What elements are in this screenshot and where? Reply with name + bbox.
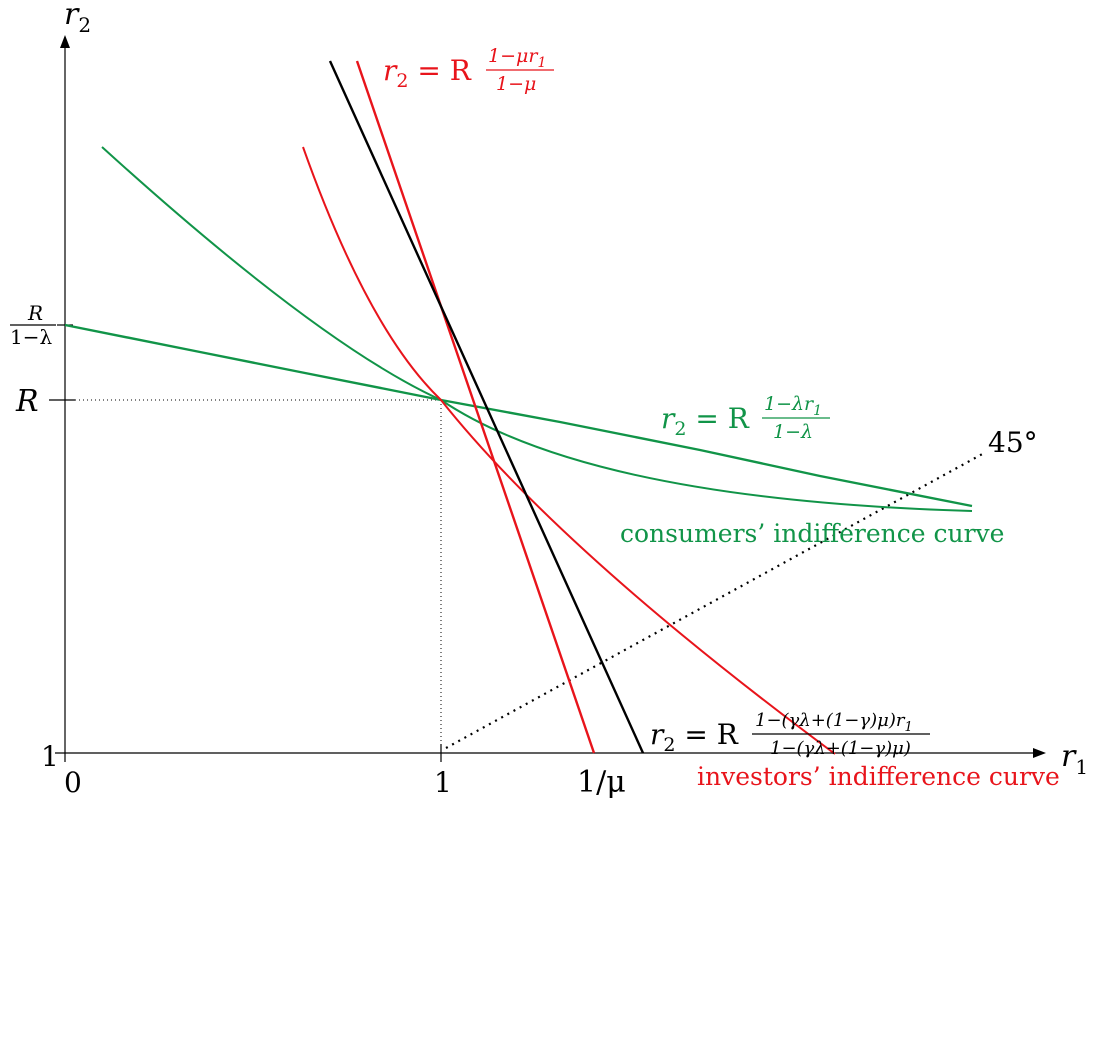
y-tick-label-R: R bbox=[15, 384, 39, 419]
green-line-equation: r2 = R 1−λr1 1−λ bbox=[661, 393, 830, 443]
feasibility-line bbox=[328, 60, 645, 754]
svg-text:1−μr1: 1−μr1 bbox=[488, 45, 546, 71]
y-tick-label-one: 1 bbox=[41, 740, 59, 773]
y-tick-label-R-over-one-minus-lambda: R 1−λ bbox=[10, 301, 56, 349]
y-axis-arrowhead bbox=[60, 35, 70, 48]
investors-indifference-curve bbox=[302, 146, 836, 755]
svg-text:1−μ: 1−μ bbox=[496, 73, 536, 95]
investors-budget-line bbox=[355, 60, 596, 754]
svg-text:1−(γλ+(1−γ)μ): 1−(γλ+(1−γ)μ) bbox=[770, 738, 911, 759]
investors-indifference-curve-label: investors’ indifference curve bbox=[697, 762, 1060, 791]
x-axis-arrowhead bbox=[1033, 748, 1046, 758]
consumers-indifference-curve bbox=[101, 146, 973, 512]
svg-text:R: R bbox=[27, 301, 43, 325]
svg-text:1−λ: 1−λ bbox=[10, 325, 52, 349]
forty-five-degree-label: 45° bbox=[988, 426, 1038, 459]
svg-text:1−λr1: 1−λr1 bbox=[764, 393, 822, 419]
black-line-equation: r2 = R 1−(γλ+(1−γ)μ)r1 1−(γλ+(1−γ)μ) bbox=[650, 710, 930, 759]
svg-text:r2 = R: r2 = R bbox=[661, 402, 750, 440]
x-tick-label-zero: 0 bbox=[64, 766, 82, 799]
svg-text:1−(γλ+(1−γ)μ)r1: 1−(γλ+(1−γ)μ)r1 bbox=[755, 710, 913, 735]
consumers-indifference-curve-label: consumers’ indifference curve bbox=[620, 519, 1004, 548]
consumers-budget-line bbox=[64, 323, 973, 508]
svg-text:r2 = R: r2 = R bbox=[650, 718, 739, 756]
y-axis-label: r2 bbox=[64, 0, 91, 37]
svg-text:r2 = R: r2 = R bbox=[383, 54, 472, 92]
red-line-equation: r2 = R 1−μr1 1−μ bbox=[383, 45, 554, 95]
svg-text:1−λ: 1−λ bbox=[773, 421, 813, 443]
x-tick-label-one: 1 bbox=[434, 766, 452, 799]
x-tick-label-one-over-mu: 1/μ bbox=[577, 765, 626, 800]
x-axis-label: r1 bbox=[1061, 739, 1088, 779]
